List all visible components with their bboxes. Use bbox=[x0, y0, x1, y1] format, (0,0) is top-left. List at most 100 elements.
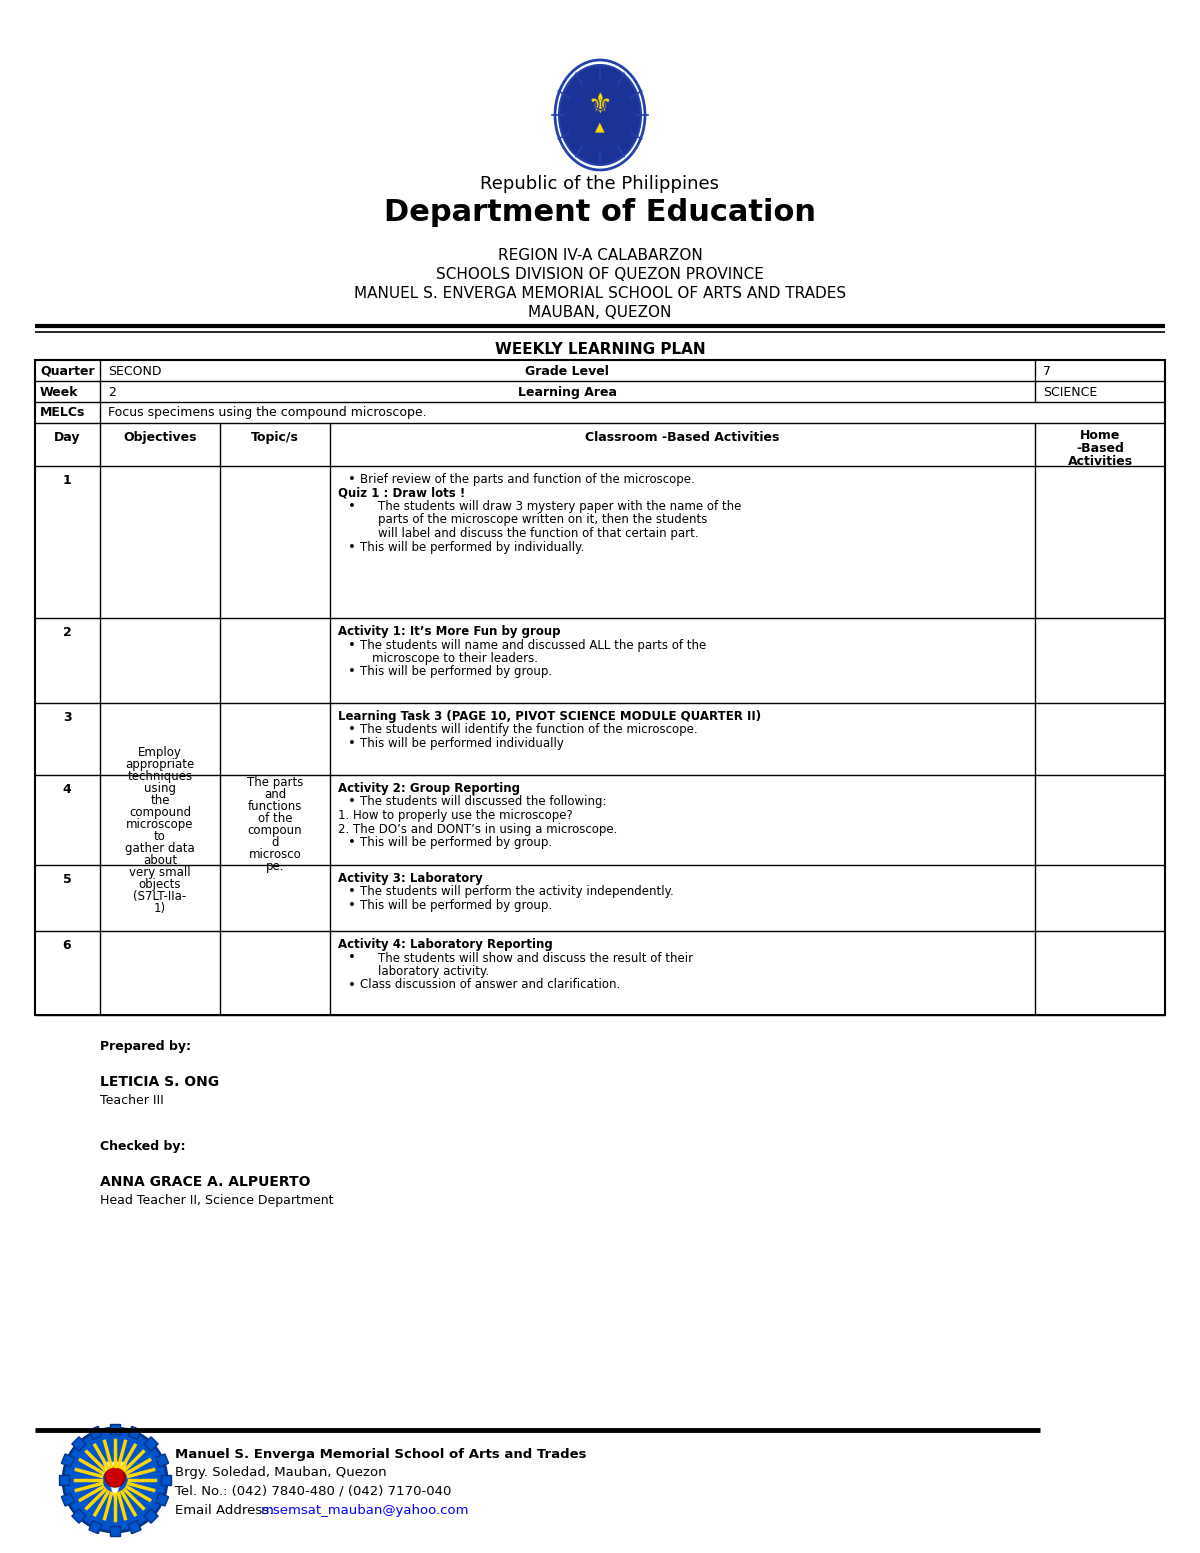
Polygon shape bbox=[61, 1454, 74, 1468]
Text: Head Teacher II, Science Department: Head Teacher II, Science Department bbox=[100, 1194, 334, 1207]
Text: parts of the microscope written on it, then the students: parts of the microscope written on it, t… bbox=[378, 514, 707, 526]
Text: techniques: techniques bbox=[127, 770, 192, 783]
Polygon shape bbox=[110, 1424, 120, 1433]
Text: •: • bbox=[348, 978, 356, 991]
Text: microscope to their leaders.: microscope to their leaders. bbox=[372, 652, 538, 665]
Text: Learning Area: Learning Area bbox=[517, 387, 617, 399]
Text: 1: 1 bbox=[62, 474, 71, 488]
Text: The students will perform the activity independently.: The students will perform the activity i… bbox=[360, 885, 673, 899]
Text: 6: 6 bbox=[62, 940, 71, 952]
Text: Focus specimens using the compound microscope.: Focus specimens using the compound micro… bbox=[108, 405, 427, 419]
Text: This will be performed by individually.: This will be performed by individually. bbox=[360, 540, 584, 553]
Text: Manuel S. Enverga Memorial School of Arts and Trades: Manuel S. Enverga Memorial School of Art… bbox=[175, 1447, 587, 1461]
Text: •: • bbox=[348, 474, 356, 486]
Text: Activity 4: Laboratory Reporting: Activity 4: Laboratory Reporting bbox=[338, 938, 553, 950]
Text: Quarter: Quarter bbox=[40, 365, 95, 377]
Text: about: about bbox=[143, 854, 178, 867]
Text: LETICIA S. ONG: LETICIA S. ONG bbox=[100, 1075, 220, 1089]
Text: msemsat_mauban@yahoo.com: msemsat_mauban@yahoo.com bbox=[260, 1503, 469, 1517]
Text: 5: 5 bbox=[62, 873, 71, 887]
Text: The students will identify the function of the microscope.: The students will identify the function … bbox=[360, 724, 697, 736]
Text: ▲: ▲ bbox=[595, 121, 605, 134]
Text: 1): 1) bbox=[154, 902, 166, 915]
Polygon shape bbox=[161, 1475, 172, 1485]
Polygon shape bbox=[89, 1520, 102, 1534]
Circle shape bbox=[106, 1468, 125, 1488]
Text: Activity 3: Laboratory: Activity 3: Laboratory bbox=[338, 871, 482, 885]
Text: Department of Education: Department of Education bbox=[384, 197, 816, 227]
Text: •: • bbox=[348, 795, 356, 809]
Text: Day: Day bbox=[54, 432, 80, 444]
Text: 7: 7 bbox=[1043, 365, 1051, 377]
Text: Home: Home bbox=[1080, 429, 1120, 443]
Text: REGION IV-A CALABARZON: REGION IV-A CALABARZON bbox=[498, 248, 702, 262]
Text: WEEKLY LEARNING PLAN: WEEKLY LEARNING PLAN bbox=[494, 342, 706, 357]
Text: The students will draw 3 mystery paper with the name of the: The students will draw 3 mystery paper w… bbox=[378, 500, 742, 512]
Text: to: to bbox=[154, 829, 166, 843]
Text: •: • bbox=[348, 500, 356, 512]
Text: •: • bbox=[348, 738, 356, 750]
Text: The students will name and discussed ALL the parts of the: The students will name and discussed ALL… bbox=[360, 638, 707, 652]
Polygon shape bbox=[110, 1527, 120, 1536]
Polygon shape bbox=[128, 1426, 142, 1440]
Text: Activities: Activities bbox=[1068, 455, 1133, 467]
Text: 2. The DO’s and DONT’s in using a microscope.: 2. The DO’s and DONT’s in using a micros… bbox=[338, 823, 617, 836]
Text: -Based: -Based bbox=[1076, 443, 1124, 455]
Text: Teacher III: Teacher III bbox=[100, 1093, 163, 1107]
Text: •: • bbox=[348, 540, 356, 553]
Text: MAUBAN, QUEZON: MAUBAN, QUEZON bbox=[528, 304, 672, 320]
Circle shape bbox=[64, 1429, 167, 1531]
Polygon shape bbox=[128, 1520, 142, 1534]
Text: functions: functions bbox=[248, 800, 302, 814]
Text: (S7LT-IIa-: (S7LT-IIa- bbox=[133, 890, 187, 902]
Polygon shape bbox=[89, 1426, 102, 1440]
Polygon shape bbox=[72, 1437, 86, 1451]
Text: Prepared by:: Prepared by: bbox=[100, 1041, 191, 1053]
Text: This will be performed by group.: This will be performed by group. bbox=[360, 899, 552, 912]
Text: will label and discuss the function of that certain part.: will label and discuss the function of t… bbox=[378, 526, 698, 540]
Text: 4: 4 bbox=[62, 783, 71, 797]
Text: pe.: pe. bbox=[265, 860, 284, 873]
Text: 2: 2 bbox=[108, 387, 116, 399]
Text: Classroom -Based Activities: Classroom -Based Activities bbox=[584, 432, 779, 444]
Text: The students will discussed the following:: The students will discussed the followin… bbox=[360, 795, 606, 809]
Polygon shape bbox=[156, 1492, 169, 1506]
Text: laboratory activity.: laboratory activity. bbox=[378, 964, 490, 978]
Bar bbox=[35, 360, 1165, 1016]
Text: •: • bbox=[348, 885, 356, 899]
Polygon shape bbox=[144, 1437, 158, 1451]
Text: 1. How to properly use the microscope?: 1. How to properly use the microscope? bbox=[338, 809, 572, 822]
Polygon shape bbox=[156, 1454, 169, 1468]
Text: very small: very small bbox=[130, 867, 191, 879]
Polygon shape bbox=[59, 1475, 70, 1485]
Text: •: • bbox=[348, 638, 356, 652]
Text: ANNA GRACE A. ALPUERTO: ANNA GRACE A. ALPUERTO bbox=[100, 1176, 311, 1190]
Text: the: the bbox=[150, 794, 169, 808]
Text: Topic/s: Topic/s bbox=[251, 432, 299, 444]
Text: Brgy. Soledad, Mauban, Quezon: Brgy. Soledad, Mauban, Quezon bbox=[175, 1466, 386, 1478]
Text: and: and bbox=[264, 787, 286, 801]
Text: This will be performed individually: This will be performed individually bbox=[360, 738, 564, 750]
Text: compound: compound bbox=[128, 806, 191, 818]
Text: d: d bbox=[271, 836, 278, 849]
Text: using: using bbox=[144, 783, 176, 795]
Text: SCHOOLS DIVISION OF QUEZON PROVINCE: SCHOOLS DIVISION OF QUEZON PROVINCE bbox=[436, 267, 764, 283]
Text: Brief review of the parts and function of the microscope.: Brief review of the parts and function o… bbox=[360, 474, 695, 486]
Text: of the: of the bbox=[258, 812, 293, 825]
Text: Week: Week bbox=[40, 387, 78, 399]
Ellipse shape bbox=[559, 65, 641, 165]
Text: MELCs: MELCs bbox=[40, 405, 85, 419]
Text: •: • bbox=[348, 724, 356, 736]
Text: microsco: microsco bbox=[248, 848, 301, 860]
Text: Objectives: Objectives bbox=[124, 432, 197, 444]
Polygon shape bbox=[103, 1461, 127, 1500]
Text: microscope: microscope bbox=[126, 818, 193, 831]
Polygon shape bbox=[72, 1510, 86, 1523]
Text: gather data: gather data bbox=[125, 842, 194, 856]
Polygon shape bbox=[61, 1492, 74, 1506]
Text: MANUEL S. ENVERGA MEMORIAL SCHOOL OF ARTS AND TRADES: MANUEL S. ENVERGA MEMORIAL SCHOOL OF ART… bbox=[354, 286, 846, 301]
Text: SECOND: SECOND bbox=[108, 365, 162, 377]
Text: Activity 1: It’s More Fun by group: Activity 1: It’s More Fun by group bbox=[338, 624, 560, 638]
Text: objects: objects bbox=[139, 877, 181, 891]
Text: This will be performed by group.: This will be performed by group. bbox=[360, 836, 552, 849]
